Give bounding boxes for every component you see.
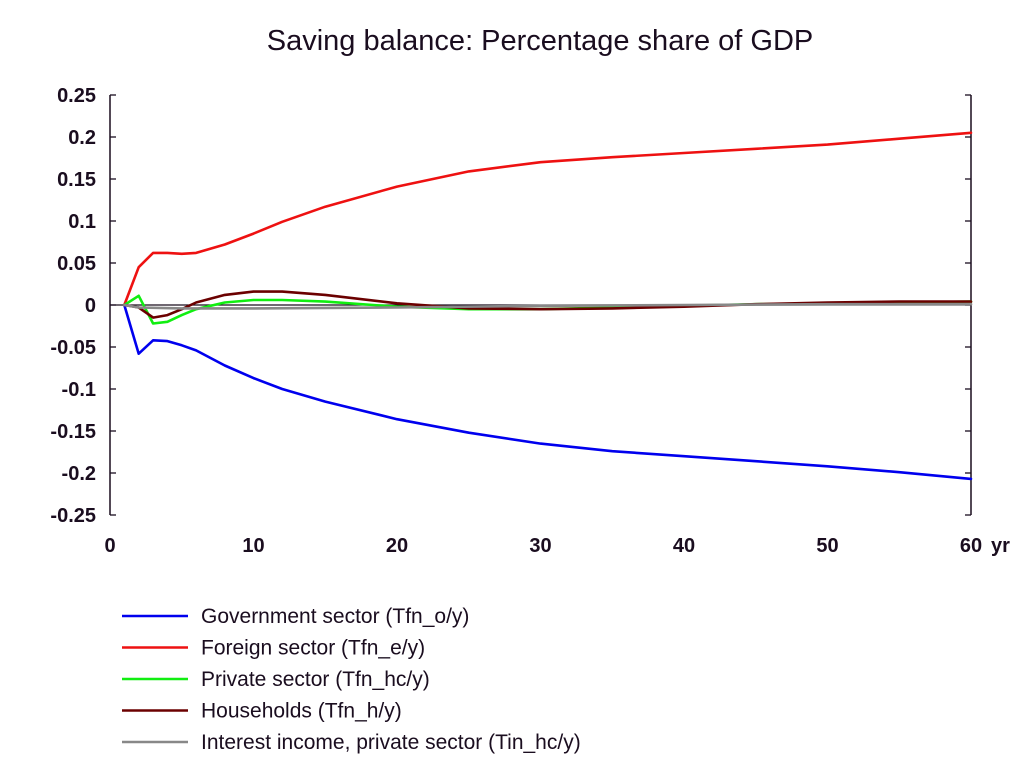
x-tick-label: 0: [104, 535, 115, 557]
legend-label-2: Foreign sector (Tfn_e/y): [201, 637, 425, 660]
x-tick-label: 40: [673, 535, 695, 557]
series-line-1: [123, 303, 973, 481]
y-tick-label: 0: [85, 295, 96, 317]
x-tick-label: 50: [816, 535, 838, 557]
series-line-2: [123, 131, 973, 307]
legend-label-5: Interest income, private sector (Tin_hc/…: [201, 731, 581, 754]
y-tick-label: -0.1: [62, 379, 96, 401]
legend-label-1: Government sector (Tfn_o/y): [201, 605, 469, 628]
x-tick-label: 60: [960, 535, 982, 557]
y-tick-label: -0.2: [62, 463, 96, 485]
legend-label-4: Households (Tfn_h/y): [201, 700, 402, 723]
y-tick-label: 0.2: [68, 127, 96, 149]
x-tick-label: 10: [242, 535, 264, 557]
x-tick-label: 20: [386, 535, 408, 557]
plot-area: 0.25 0.2 0.15 0.1 0.05 0 -0.05 -0.1 -0.15 -0.2 -0.…: [50, 85, 1010, 557]
y-tick-label: 0.25: [57, 85, 96, 107]
legend-label-3: Private sector (Tfn_hc/y): [201, 668, 430, 691]
chart-title: Saving balance: Percentage share of GDP: [267, 25, 814, 57]
y-tick-label: -0.05: [50, 337, 96, 359]
x-axis-unit-label: yr: [991, 535, 1010, 557]
y-tick-label: -0.15: [50, 421, 96, 443]
y-tick-label: -0.25: [50, 505, 96, 527]
y-tick-label: 0.15: [57, 169, 96, 191]
y-tick-label: 0.1: [68, 211, 96, 233]
legend: Government sector (Tfn_o/y) Foreign secto…: [122, 605, 581, 754]
series-line-5: [123, 302, 973, 310]
y-tick-label: 0.05: [57, 253, 96, 275]
x-tick-label: 30: [529, 535, 551, 557]
